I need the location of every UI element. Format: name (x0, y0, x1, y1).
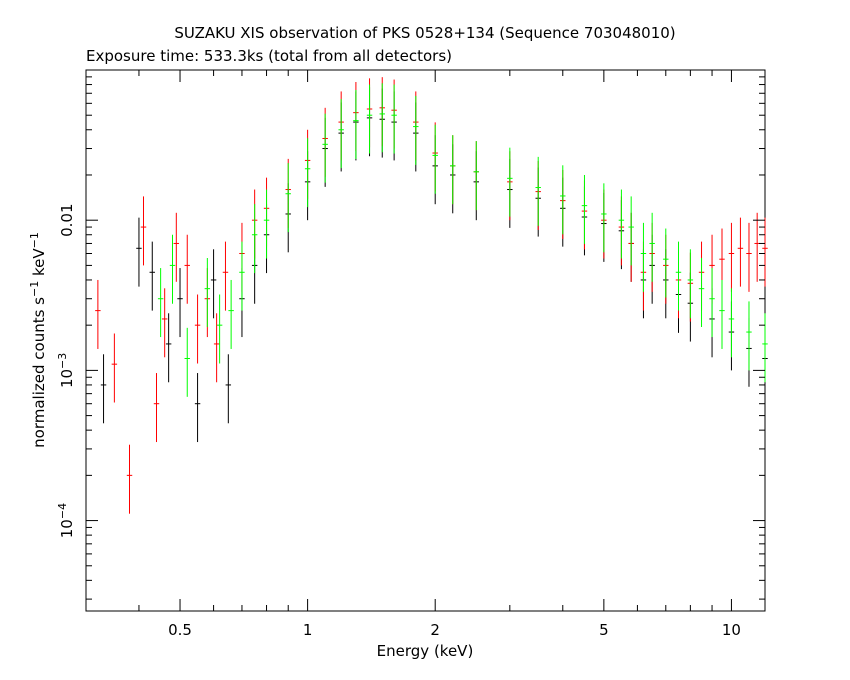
data-point (222, 241, 229, 311)
x-axis-label: Energy (keV) (377, 642, 474, 660)
data-point (628, 196, 634, 266)
data-point (210, 249, 217, 319)
data-point (473, 141, 479, 211)
x-tick-label: 5 (599, 621, 609, 639)
data-point (263, 189, 270, 259)
data-point (136, 217, 142, 287)
y-tick-label: 10−3 (56, 353, 76, 388)
data-point (228, 279, 234, 349)
y-tick-label-exp: −4 (56, 503, 69, 519)
data-point (601, 183, 607, 253)
data-point (719, 279, 725, 349)
y-tick-label: 10−4 (56, 503, 76, 538)
data-point (560, 165, 566, 235)
y-axis-label-main: normalized counts s (30, 297, 48, 448)
data-point (698, 258, 705, 328)
y-tick-label-base: 10 (58, 519, 76, 538)
data-point (618, 189, 625, 259)
data-point (111, 333, 118, 403)
data-point (687, 249, 694, 319)
y-tick-label-base: 0.01 (58, 203, 76, 236)
data-point (194, 373, 201, 443)
chart-title: SUZAKU XIS observation of PKS 0528+134 (… (174, 24, 675, 42)
data-point (649, 212, 655, 282)
data-point (737, 217, 744, 287)
data-point (153, 373, 160, 443)
data-point (184, 327, 190, 397)
data-point (762, 313, 768, 383)
data-point (177, 268, 183, 338)
data-point (640, 222, 647, 292)
data-point (322, 113, 328, 183)
data-point (535, 156, 541, 226)
data-point (100, 354, 107, 424)
data-point (728, 222, 735, 292)
data-point (746, 222, 752, 292)
x-tick-label: 1 (303, 621, 313, 639)
data-point (353, 89, 359, 159)
plot-frame (85, 69, 766, 612)
series-1 (95, 77, 768, 514)
data-point (126, 444, 133, 514)
data-point (304, 138, 311, 208)
data-point (413, 95, 419, 165)
data-point (581, 174, 588, 244)
data-point (204, 258, 211, 328)
y-axis-label-mid: keV (30, 248, 48, 281)
data-point (432, 124, 438, 194)
data-point (379, 83, 385, 153)
data-point (251, 204, 258, 274)
data-point (366, 84, 373, 154)
series-2 (157, 83, 768, 397)
data-point (675, 241, 682, 311)
data-point (95, 279, 101, 349)
x-tick-label: 10 (722, 621, 741, 639)
data-point (169, 234, 176, 304)
data-layer (95, 77, 768, 514)
y-tick-label-exp: −3 (56, 353, 69, 369)
data-point (762, 217, 768, 287)
data-point (709, 268, 715, 338)
data-point (507, 147, 513, 217)
data-point (285, 163, 291, 233)
data-point (391, 84, 397, 154)
data-point (216, 294, 223, 364)
data-point (213, 313, 220, 383)
data-point (746, 301, 752, 371)
y-axis-label-exp1: −1 (28, 281, 41, 297)
data-point (157, 268, 164, 338)
y-tick-label-base: 10 (58, 369, 76, 388)
y-axis-label-exp2: −1 (28, 232, 41, 248)
data-point (161, 288, 168, 358)
data-point (165, 313, 172, 383)
data-point (225, 354, 232, 424)
data-point (149, 241, 155, 311)
y-axis-label: normalized counts s−1 keV−1 (28, 232, 48, 448)
data-point (184, 234, 190, 304)
data-point (140, 196, 147, 266)
data-point (338, 99, 344, 169)
data-point (754, 212, 760, 282)
data-point (173, 212, 180, 282)
x-tick-label: 2 (430, 621, 440, 639)
data-point (663, 228, 669, 298)
data-point (450, 135, 456, 205)
x-tick-label: 0.5 (168, 621, 192, 639)
chart-subtitle: Exposure time: 533.3ks (total from all d… (86, 47, 452, 65)
series-0 (100, 87, 768, 443)
y-tick-label: 0.01 (58, 203, 76, 236)
data-point (239, 241, 245, 311)
data-point (194, 294, 201, 364)
data-point (728, 288, 735, 358)
